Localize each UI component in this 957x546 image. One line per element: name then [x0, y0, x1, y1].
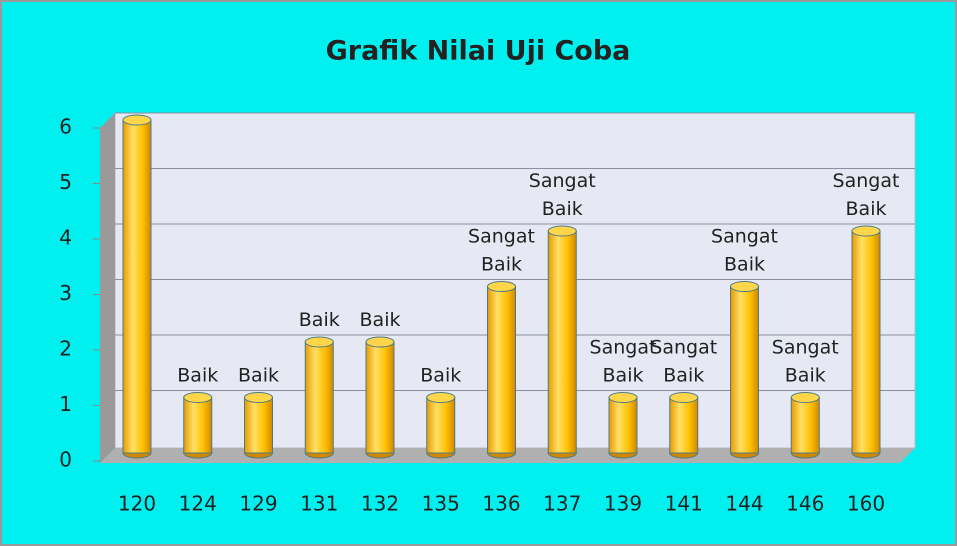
data-label: Baik [420, 364, 461, 386]
bar-top [122, 114, 152, 126]
bar [547, 230, 577, 454]
bar-top [426, 392, 456, 403]
data-label: Baik [299, 309, 340, 331]
bar [851, 230, 881, 454]
data-label: Baik [177, 364, 218, 386]
bar-top [730, 281, 759, 292]
x-tick-label: 160 [847, 492, 885, 516]
bar [487, 286, 516, 454]
data-label: Sangat Baik [711, 225, 778, 275]
x-tick-label: 144 [725, 492, 763, 516]
y-tick-label: 1 [59, 392, 72, 416]
x-tick-label: 135 [422, 492, 460, 516]
data-label: Sangat Baik [468, 225, 535, 275]
y-tick-label: 3 [59, 281, 72, 305]
x-tick-label: 131 [300, 492, 338, 516]
chart-title: Grafik Nilai Uji Coba [326, 36, 631, 67]
x-tick-label: 132 [361, 492, 399, 516]
x-tick-label: 124 [179, 492, 217, 516]
x-tick-label: 137 [543, 492, 581, 516]
bar-top [487, 281, 516, 292]
bar [304, 341, 334, 454]
y-tick-label: 5 [59, 170, 72, 194]
bar-top [547, 225, 577, 237]
x-tick-label: 120 [118, 492, 156, 516]
data-label: Baik [238, 364, 279, 386]
x-tick-label: 146 [786, 492, 824, 516]
bar-top [851, 225, 881, 237]
bar [365, 341, 395, 454]
y-tick-label: 2 [59, 337, 72, 361]
bar-top [183, 392, 213, 403]
bar [730, 286, 759, 454]
data-label: Sangat Baik [833, 170, 900, 220]
data-label: Baik [360, 309, 401, 331]
bar-top [790, 392, 820, 403]
bar-top [244, 392, 273, 403]
data-label: Sangat Baik [772, 336, 839, 386]
bar-top [365, 336, 395, 348]
x-tick-label: 129 [239, 492, 277, 516]
bar [244, 397, 273, 454]
x-tick-label: 139 [604, 492, 642, 516]
x-tick-label: 141 [665, 492, 703, 516]
bar [790, 397, 820, 454]
data-label: Sangat Baik [650, 336, 717, 386]
bar [426, 397, 456, 454]
y-tick-label: 0 [59, 448, 72, 472]
y-tick-label: 4 [59, 226, 72, 250]
data-label: Sangat Baik [529, 170, 596, 220]
side-wall [100, 113, 115, 463]
bar [122, 119, 152, 454]
bar-top [304, 336, 334, 348]
bar [669, 397, 699, 454]
data-label: Sangat Baik [590, 336, 657, 386]
bar [608, 397, 638, 454]
x-tick-label: 136 [482, 492, 520, 516]
bar [183, 397, 213, 454]
bar-top [608, 392, 638, 403]
y-tick-label: 6 [59, 115, 72, 139]
bar-top [669, 392, 699, 403]
